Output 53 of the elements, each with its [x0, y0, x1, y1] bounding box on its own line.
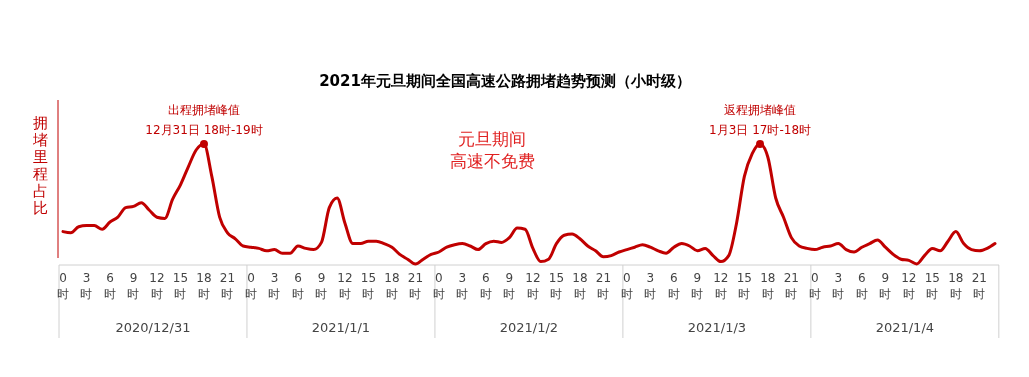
text: 2020/12/31 [115, 320, 191, 335]
x-tick-label: 21时 [407, 271, 424, 301]
annotation: 元旦期间 [458, 129, 526, 149]
x-tick-label: 15时 [736, 271, 753, 301]
x-tick-label: 18时 [384, 271, 400, 301]
x-tick-label: 12时 [901, 271, 917, 301]
text: 2021/1/2 [499, 320, 559, 335]
x-tick-label: 0时 [620, 271, 633, 301]
x-tick-label: 21时 [219, 271, 236, 301]
y-axis-title: 拥堵里程占比 [31, 114, 48, 217]
text: 2021/1/1 [311, 320, 371, 335]
x-tick-label: 0时 [57, 271, 69, 301]
x-tick-label: 15时 [924, 271, 940, 301]
x-tick-label: 6时 [103, 271, 116, 301]
text: 出程拥堵峰值 [167, 103, 240, 117]
x-tick-label: 0时 [432, 271, 445, 301]
x-tick-label: 18时 [760, 271, 776, 301]
x-tick-label: 15时 [360, 271, 377, 301]
x-tick-label: 6时 [479, 271, 492, 301]
x-tick-label: 9时 [315, 271, 328, 301]
x-tick-label: 12时 [525, 271, 541, 301]
x-tick-label: 18时 [948, 271, 964, 301]
x-tick-label: 12时 [149, 271, 165, 301]
x-tick-label: 9时 [127, 271, 140, 301]
text: 2021/1/4 [875, 320, 935, 335]
x-tick-label: 0时 [808, 271, 821, 301]
x-tick-label: 9时 [691, 271, 704, 301]
x-tick-label: 3时 [832, 271, 845, 301]
x-tick-label: 3时 [80, 271, 93, 301]
x-tick-label: 6时 [855, 271, 868, 301]
x-tick-label: 6时 [667, 271, 680, 301]
text: 2021/1/3 [687, 320, 747, 335]
x-tick-label: 15时 [172, 271, 189, 301]
x-tick-label: 3时 [456, 271, 469, 301]
x-tick-label: 3时 [268, 271, 281, 301]
x-tick-label: 21时 [783, 271, 800, 301]
x-tick-label: 12时 [337, 271, 353, 301]
text: 12月31日 18时-19时 [145, 123, 263, 137]
text: 返程拥堵峰值 [724, 103, 797, 117]
chart-title: 2021年元旦期间全国高速公路拥堵趋势预测（小时级） [319, 72, 691, 90]
x-tick-label: 21时 [971, 271, 987, 301]
x-tick-label: 0时 [244, 271, 257, 301]
x-tick-label: 3时 [644, 271, 657, 301]
text: 1月3日 17时-18时 [709, 123, 812, 137]
x-tick-label: 18时 [572, 271, 588, 301]
x-tick-label: 15时 [548, 271, 565, 301]
x-tick-label: 21时 [595, 271, 612, 301]
x-tick-label: 9时 [879, 271, 892, 301]
x-tick-label: 12时 [713, 271, 729, 301]
annotation: 高速不免费 [449, 151, 535, 171]
x-tick-label: 9时 [503, 271, 516, 301]
x-tick-label: 6时 [291, 271, 304, 301]
x-tick-label: 18时 [196, 271, 212, 301]
